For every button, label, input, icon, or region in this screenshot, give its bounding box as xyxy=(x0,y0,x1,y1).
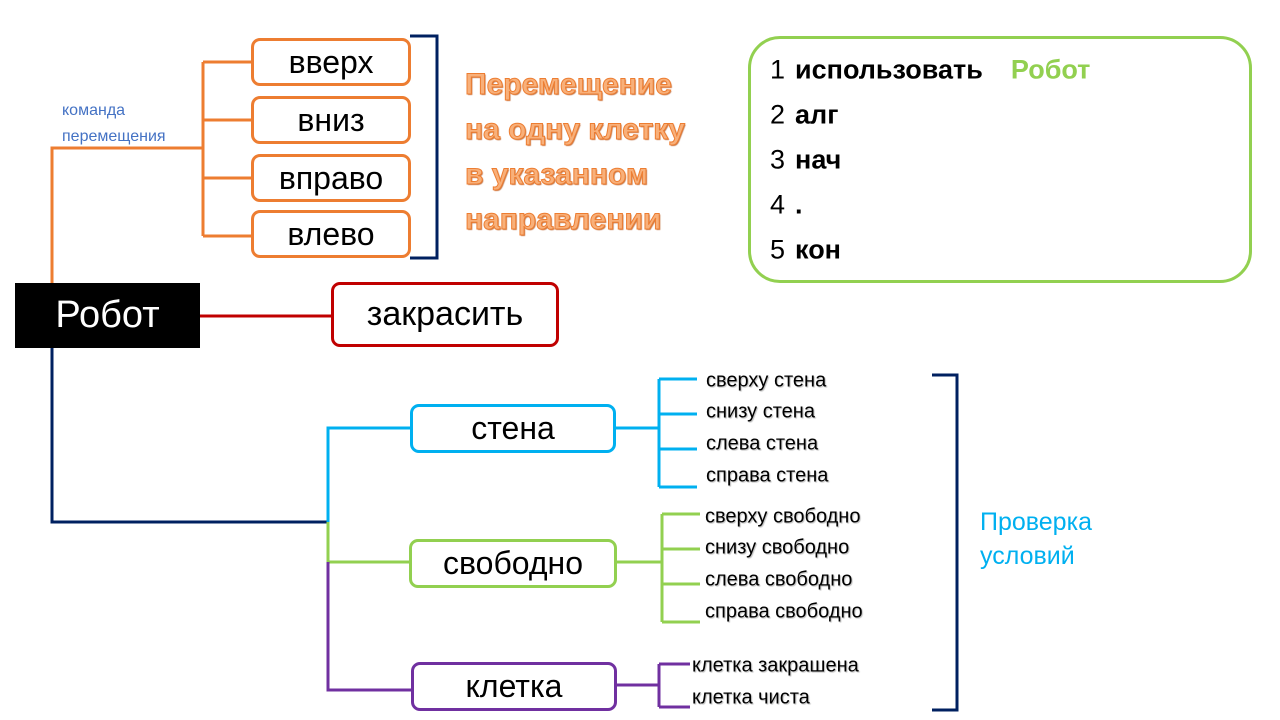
description-line: Перемещение xyxy=(465,68,673,102)
command-down: вниз xyxy=(251,96,411,144)
description-line: в указанном xyxy=(465,158,649,192)
cell-connectors xyxy=(326,562,690,709)
wall-item: слева стена xyxy=(706,432,819,455)
free-item: слева свободно xyxy=(705,568,853,591)
wall-item: справа стена xyxy=(706,464,829,487)
condition-cell: клетка xyxy=(411,662,617,711)
cell-item: клетка закрашена xyxy=(692,654,859,677)
program-line: 2 алг xyxy=(770,100,838,131)
command-right: вправо xyxy=(251,154,411,202)
free-item: справа свободно xyxy=(705,600,863,623)
line-code: . xyxy=(795,189,803,220)
move-bracket xyxy=(410,34,439,260)
conditions-caption: Проверка условий xyxy=(980,505,1092,573)
line-code: использовать xyxy=(795,54,983,85)
move-caption-line: команда xyxy=(62,102,126,119)
wall-item: сверху стена xyxy=(706,369,827,392)
program-line: 4. xyxy=(770,190,803,221)
move-caption-line: перемещения xyxy=(62,128,166,145)
line-code: алг xyxy=(795,99,839,130)
program-line: 5 кон xyxy=(770,235,841,266)
root-node: Робот xyxy=(15,283,200,348)
wall-connectors xyxy=(326,377,697,522)
line-number: 4 xyxy=(770,189,786,220)
conditions-caption-line: условий xyxy=(980,542,1075,570)
line-number: 2 xyxy=(770,99,786,130)
description-line: направлении xyxy=(465,203,662,237)
line-number: 3 xyxy=(770,144,786,175)
program-box xyxy=(748,36,1252,283)
line-number: 5 xyxy=(770,234,786,265)
wall-item: снизу стена xyxy=(706,400,815,423)
command-left: влево xyxy=(251,210,411,258)
conditions-bracket xyxy=(932,373,959,712)
free-item: сверху свободно xyxy=(705,505,861,528)
conditions-caption-line: Проверка xyxy=(980,508,1092,536)
conditions-connector xyxy=(50,348,328,524)
move-description: Перемещение на одну клетку в указанном н… xyxy=(465,62,686,242)
description-line: на одну клетку xyxy=(465,113,686,147)
cell-item: клетка чиста xyxy=(692,686,810,709)
command-up: вверх xyxy=(251,38,411,86)
program-line: 3 нач xyxy=(770,145,841,176)
move-caption: команда перемещения xyxy=(62,98,166,150)
line-code: кон xyxy=(795,234,841,265)
condition-free: свободно xyxy=(409,539,617,588)
move-connectors xyxy=(50,60,251,283)
paint-command: закрасить xyxy=(331,282,559,347)
program-line: 1 использовать Робот xyxy=(770,55,1090,86)
free-item: снизу свободно xyxy=(705,536,850,559)
line-code: нач xyxy=(795,144,842,175)
condition-wall: стена xyxy=(410,404,616,453)
line-number: 1 xyxy=(770,54,786,85)
line-extra: Робот xyxy=(1010,54,1091,85)
